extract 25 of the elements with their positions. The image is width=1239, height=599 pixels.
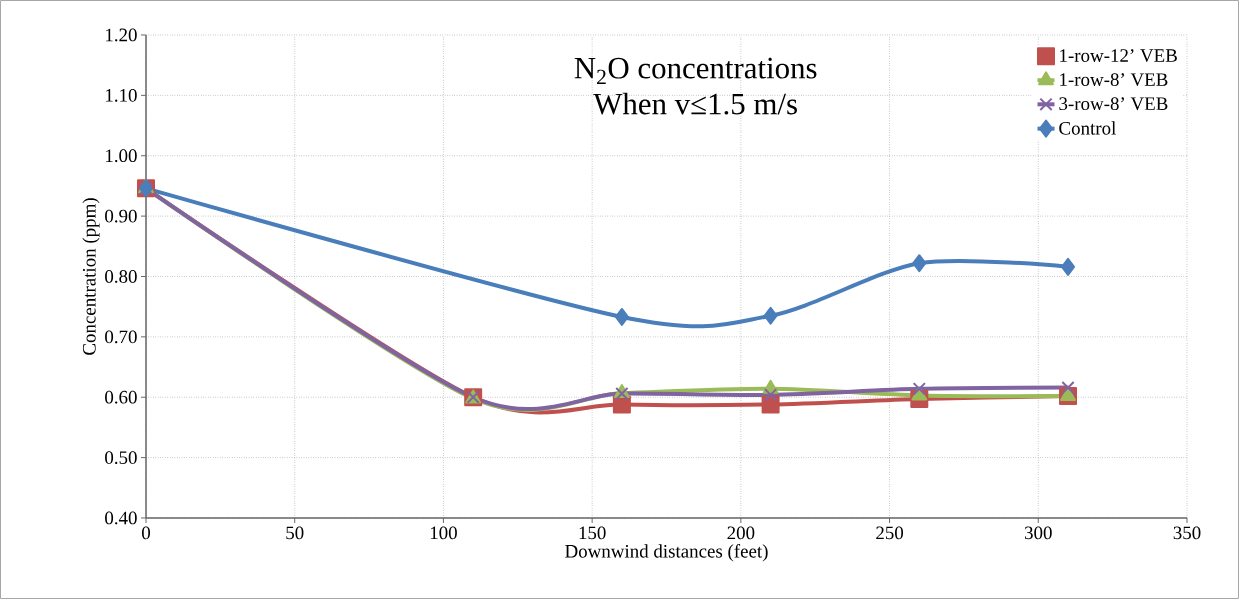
x-axis-title: Downwind distances (feet)	[565, 544, 768, 562]
y-axis-title: Concentration (ppm)	[82, 198, 100, 355]
text: When v≤1.5 m/s	[593, 92, 797, 115]
x-tick-label: 300	[1024, 526, 1052, 540]
legend-label: Control	[1059, 121, 1116, 135]
x-tick-label: 200	[727, 526, 755, 540]
x-tick-label: 250	[876, 526, 904, 540]
x-tick-label: 50	[286, 526, 304, 540]
legend-label: 1-row-8’ VEB	[1060, 73, 1168, 87]
y-tick-label: 0.80	[105, 270, 137, 283]
text: N$_{2}$O concentrations	[574, 57, 817, 85]
y-tick-label: 1.20	[106, 28, 137, 42]
y-tick-label: 0.60	[105, 390, 137, 404]
y-tick-label: 0.40	[105, 511, 137, 525]
legend-label: 1-row-12’ VEB	[1060, 49, 1177, 63]
y-tick-label: 0.70	[105, 330, 137, 344]
legend-label: 3-row-8’ VEB	[1059, 97, 1168, 111]
x-tick-label: 0	[142, 526, 151, 540]
y-tick-label: 0.50	[105, 451, 137, 465]
x-tick-label: 150	[579, 526, 606, 540]
x-tick-label: 350	[1173, 526, 1201, 540]
y-tick-label: 0.90	[105, 209, 137, 223]
y-tick-label: 1.10	[106, 88, 137, 102]
x-tick-label: 100	[430, 526, 457, 540]
y-tick-label: 1.00	[106, 149, 137, 163]
